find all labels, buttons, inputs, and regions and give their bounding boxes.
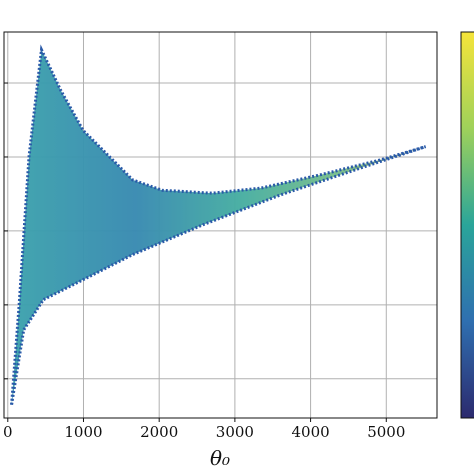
x-tick-label: 0 xyxy=(3,423,13,441)
x-tick-label: 4000 xyxy=(291,423,329,441)
upper-edge xyxy=(10,44,427,405)
colorbar xyxy=(460,31,474,419)
x-tick-label: 5000 xyxy=(367,423,405,441)
density-fill xyxy=(11,49,426,405)
plot-frame xyxy=(3,31,438,419)
density-fill-tint xyxy=(11,49,426,405)
x-axis-label: θ₀ xyxy=(210,446,230,470)
x-tick-label: 1000 xyxy=(64,423,102,441)
x-tick-label: 2000 xyxy=(140,423,178,441)
x-tick-label: 3000 xyxy=(216,423,254,441)
plot-area xyxy=(4,32,437,418)
